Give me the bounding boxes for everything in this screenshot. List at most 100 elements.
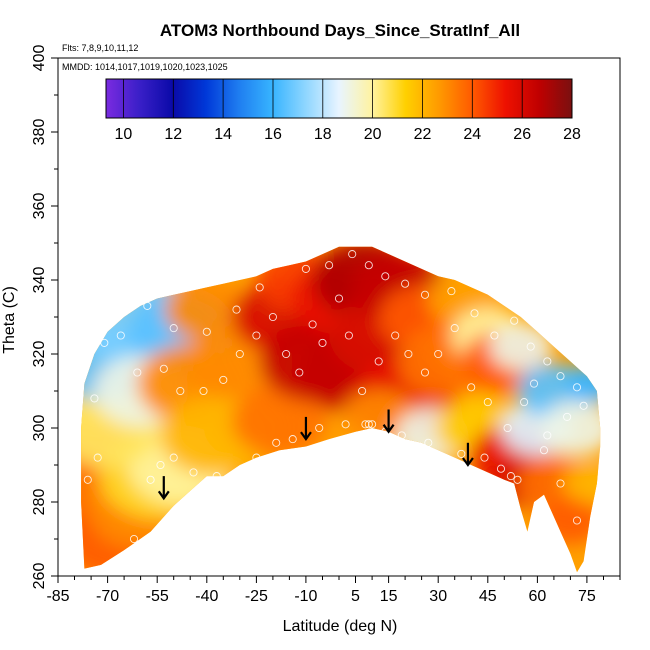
observation-point xyxy=(424,438,433,447)
field-blob xyxy=(164,277,250,342)
observation-point xyxy=(232,305,241,314)
observation-point xyxy=(364,420,373,429)
observation-point xyxy=(255,283,264,292)
observation-point xyxy=(381,272,390,281)
observation-point xyxy=(344,331,353,340)
observation-point xyxy=(539,446,549,455)
x-tick-label: 75 xyxy=(578,588,596,605)
observation-point xyxy=(358,386,367,396)
observation-point xyxy=(496,464,506,473)
observation-point xyxy=(450,324,459,333)
observation-point xyxy=(510,316,519,325)
observation-point xyxy=(252,453,261,462)
observation-point xyxy=(401,279,410,288)
x-tick-label: -85 xyxy=(46,588,69,605)
observation-point xyxy=(169,453,178,462)
colorbar-tick-label: 14 xyxy=(214,126,232,143)
y-tick-label: 280 xyxy=(31,489,48,516)
x-tick-label: -70 xyxy=(96,588,119,605)
observation-point xyxy=(348,250,357,259)
y-axis-label: Theta (C) xyxy=(1,286,18,354)
colorbar-tick-label: 26 xyxy=(513,126,531,143)
observation-point xyxy=(572,516,582,525)
flights-note: Flts: 7,8,9,10,11,12 xyxy=(62,43,138,53)
field-blob xyxy=(540,400,601,456)
y-tick-label: 380 xyxy=(31,119,48,146)
observation-point xyxy=(169,324,178,333)
observation-point xyxy=(404,349,413,359)
x-tick-label: -10 xyxy=(294,588,317,605)
y-tick-label: 260 xyxy=(31,563,48,590)
x-tick-label: 5 xyxy=(351,588,360,605)
colorbar-tick-label: 20 xyxy=(364,126,382,143)
observation-point xyxy=(278,257,287,266)
observation-point xyxy=(447,287,456,296)
y-tick-label: 400 xyxy=(31,45,48,72)
colorbar-tick-label: 24 xyxy=(463,126,481,143)
x-tick-label: 30 xyxy=(429,588,447,605)
observation-point xyxy=(212,472,221,481)
observation-point xyxy=(457,449,466,458)
x-tick-label: 60 xyxy=(529,588,547,605)
observation-point xyxy=(308,320,317,329)
observation-point xyxy=(470,309,479,318)
colorbar-tick-label: 12 xyxy=(164,126,182,143)
y-tick-label: 340 xyxy=(31,267,48,294)
observation-point xyxy=(93,453,102,462)
observation-points xyxy=(83,250,601,569)
observation-point xyxy=(543,357,552,366)
observation-point xyxy=(90,394,99,403)
observation-point xyxy=(361,420,370,429)
observation-point xyxy=(420,368,430,377)
observation-point xyxy=(503,423,512,433)
colorbar xyxy=(105,78,573,119)
observation-point xyxy=(235,349,244,359)
colorbar-tick-label: 18 xyxy=(314,126,332,143)
arrow-marker xyxy=(300,416,312,441)
observation-point xyxy=(563,412,572,421)
colorbar-ticks xyxy=(123,79,573,118)
observation-point xyxy=(364,261,373,270)
observation-point xyxy=(572,383,582,392)
observation-point xyxy=(368,420,377,429)
arrow-marker xyxy=(382,409,395,434)
observation-point xyxy=(325,261,334,270)
observation-point xyxy=(116,331,125,340)
chart-title: ATOM3 Northbound Days_Since_StratInf_All xyxy=(160,21,520,40)
dates-note: MMDD: 1014,1017,1019,1020,1023,1025 xyxy=(62,62,228,72)
observation-point xyxy=(100,338,109,347)
arrow-marker xyxy=(157,476,170,501)
observation-point xyxy=(556,479,565,488)
observation-point xyxy=(543,431,552,440)
field-blob xyxy=(567,363,601,404)
y-tick-label: 320 xyxy=(31,341,48,368)
observation-point xyxy=(301,264,310,273)
observation-point xyxy=(592,357,601,366)
y-tick-label: 300 xyxy=(31,415,48,442)
observation-point xyxy=(129,534,139,544)
observation-point xyxy=(156,460,165,470)
observation-point xyxy=(83,475,92,484)
colorbar-tick-label: 28 xyxy=(563,126,581,143)
observation-point xyxy=(490,331,499,340)
x-tick-label: -40 xyxy=(195,588,218,605)
observation-point xyxy=(529,379,539,388)
observation-point xyxy=(202,327,211,336)
x-axis-label: Latitude (deg N) xyxy=(283,618,398,635)
observation-point xyxy=(483,398,492,407)
x-tick-label: 15 xyxy=(380,588,398,605)
observation-point xyxy=(146,475,155,484)
arrow-marker xyxy=(462,442,474,467)
observation-point xyxy=(252,331,261,340)
observation-point xyxy=(288,435,297,444)
y-axis-tick-labels: 260 280 300 320 340 360 380 400 xyxy=(31,45,48,590)
observation-point xyxy=(189,468,198,477)
observation-point xyxy=(579,401,588,410)
observation-point xyxy=(434,349,443,359)
observation-point xyxy=(315,423,324,433)
observation-point xyxy=(341,420,350,429)
observation-point xyxy=(143,301,152,310)
observation-point xyxy=(526,342,535,351)
observation-point xyxy=(219,375,228,384)
observation-point xyxy=(282,349,291,359)
